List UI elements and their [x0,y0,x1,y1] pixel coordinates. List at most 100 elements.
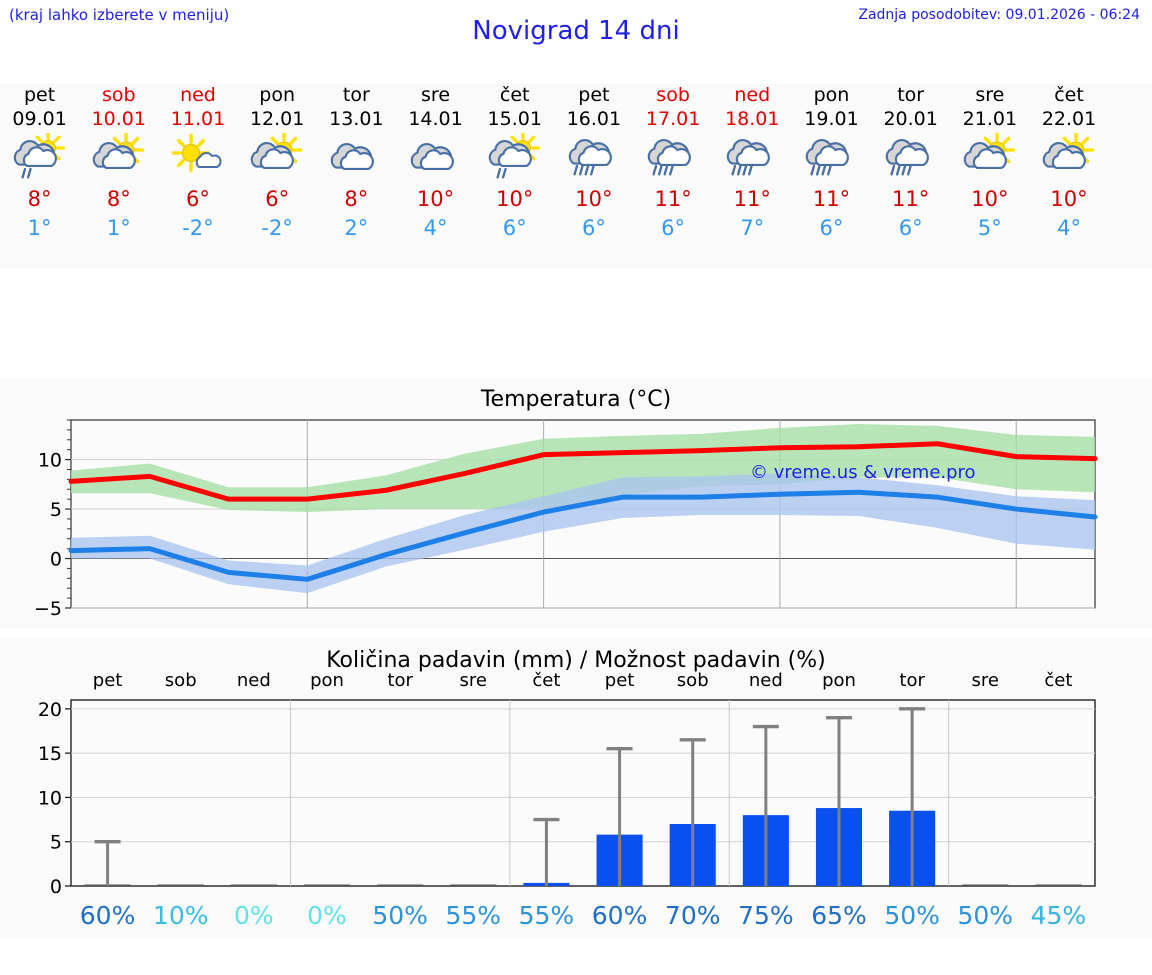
temp-range-band [71,473,1095,594]
precip-day-label: pet [605,670,635,691]
forecast-day-date: 19.01 [804,108,859,130]
forecast-temp-min: 6° [898,216,923,240]
forecast-temp-max: 11° [812,187,851,211]
forecast-temp-max: 8° [106,187,131,211]
forecast-temp-max: 10° [496,187,534,211]
forecast-day-column[interactable]: sre 21.01 10° 5° [950,84,1029,243]
forecast-day-column[interactable]: pon 19.01 11° 6° [792,84,871,243]
forecast-temp-min: -2° [261,216,293,240]
forecast-day-column[interactable]: tor 20.01 11° 6° [871,84,950,243]
forecast-day-column[interactable]: sre 14.01 10° 4° [396,84,475,243]
precip-y-tick-label: 0 [50,876,62,898]
forecast-day-date: 20.01 [883,108,938,130]
precip-day-label: pon [822,670,856,691]
forecast-temp-min: 1° [106,216,131,240]
cloudy-rain-icon [554,131,633,185]
forecast-day-column[interactable]: ned 11.01 6° -2° [158,84,237,243]
precip-bar [230,884,277,886]
temp-y-tick-label: −5 [34,598,62,620]
precip-probability-label: 50% [957,901,1013,930]
forecast-temp-max: 8° [344,187,369,211]
precip-probability-label: 10% [153,901,209,930]
forecast-day-column[interactable]: tor 13.01 8° 2° [317,84,396,243]
precip-probability-label: 65% [811,901,867,930]
precip-probability-label: 55% [519,901,575,930]
precip-probability-label: 50% [372,901,428,930]
forecast-temp-min: 7° [740,216,765,240]
forecast-day-column[interactable]: pet 16.01 10° 6° [554,84,633,243]
cloudy-icon [396,131,475,185]
forecast-temp-min: 1° [27,216,52,240]
mostly-sunny-icon [158,131,237,185]
precip-day-label: ned [749,670,783,691]
precip-day-label: pet [93,670,123,691]
forecast-day-date: 18.01 [725,108,780,130]
partly-sunny-icon [950,131,1029,185]
temperature-chart-block: Temperatura (°C) −5 0 5 10 © vreme.us & vrem… [0,378,1152,628]
forecast-temp-min: 5° [977,216,1002,240]
precip-probability-label: 60% [80,901,136,930]
precip-probability-label: 70% [665,901,721,930]
precip-bar [303,884,351,886]
partly-sunny-light-rain-icon [475,131,554,185]
precip-probability-label: 60% [592,901,648,930]
forecast-day-name: pet [23,84,56,106]
forecast-day-name: tor [897,84,925,106]
daily-forecast-strip: pet 09.01 8° 1° sob 10.01 8° 1° ned 11.01 6° -2° pon… [0,84,1152,268]
temp-y-tick-label: 0 [50,549,62,571]
precipitation-chart: pet sob ned pon tor sre čet pet sob ned pon tor sre č… [38,670,1096,930]
forecast-day-name: pon [259,84,296,106]
forecast-temp-max: 8° [27,187,52,211]
precip-probability-label: 0% [234,901,274,930]
daily-forecast-row: pet 09.01 8° 1° sob 10.01 8° 1° ned 11.01 6° -2° pon… [0,84,1152,243]
forecast-temp-max: 10° [416,187,455,211]
forecast-day-column[interactable]: pet 09.01 8° 1° [0,84,79,243]
precip-day-label: sob [165,670,197,691]
forecast-temp-max: 6° [186,187,210,211]
forecast-day-name: sre [421,84,451,106]
copyright-label: © vreme.us & vreme.pro [750,462,976,483]
precip-day-label: tor [387,670,413,691]
menu-hint: (kraj lahko izberete v meniju) [9,6,230,24]
page-header: (kraj lahko izberete v meniju) Novigrad … [0,0,1152,60]
forecast-day-date: 11.01 [170,108,226,130]
precip-bar [377,884,424,886]
partly-sunny-icon [1029,131,1108,185]
forecast-temp-max: 11° [733,187,771,211]
forecast-day-name: ned [180,84,216,106]
partly-sunny-light-rain-icon [0,131,79,185]
forecast-day-date: 22.01 [1041,108,1097,130]
precipitation-chart-title: Količina padavin (mm) / Možnost padavin … [326,648,826,673]
temperature-chart: −5 0 5 10 © vreme.us & vreme.pro [34,419,1098,620]
forecast-day-date: 21.01 [962,108,1018,130]
forecast-day-date: 10.01 [91,108,146,130]
precip-y-tick-label: 10 [38,787,62,809]
forecast-temp-min: 6° [502,216,527,240]
forecast-day-name: čet [499,84,530,106]
forecast-day-date: 12.01 [249,108,305,130]
forecast-temp-max: 10° [575,187,613,211]
forecast-day-column[interactable]: čet 22.01 10° 4° [1029,84,1108,243]
forecast-day-column[interactable]: sob 10.01 8° 1° [79,84,158,243]
temp-series-line [68,489,1098,582]
forecast-day-column[interactable]: ned 18.01 11° 7° [713,84,792,243]
page-title: Novigrad 14 dni [472,16,680,46]
last-updated: Zadnja posodobitev: 09.01.2026 - 06:24 [858,7,1140,23]
forecast-temp-min: -2° [182,216,214,240]
precip-day-label: sre [972,670,999,691]
precip-day-label: čet [532,670,560,691]
precip-day-label: čet [1044,670,1072,691]
forecast-day-name: pon [813,84,850,106]
forecast-day-date: 09.01 [12,108,67,130]
partly-sunny-icon [79,131,158,185]
partly-sunny-icon [238,131,317,185]
temperature-chart-title: Temperatura (°C) [480,387,672,412]
forecast-day-column[interactable]: sob 17.01 11° 6° [634,84,713,243]
forecast-day-date: 14.01 [408,108,463,130]
forecast-day-column[interactable]: čet 15.01 10° 6° [475,84,554,243]
forecast-day-column[interactable]: pon 12.01 6° -2° [238,84,317,243]
precip-probability-label: 55% [445,901,501,930]
forecast-day-name: ned [734,84,771,106]
forecast-temp-max: 10° [1050,187,1088,211]
forecast-day-date: 13.01 [329,108,384,130]
